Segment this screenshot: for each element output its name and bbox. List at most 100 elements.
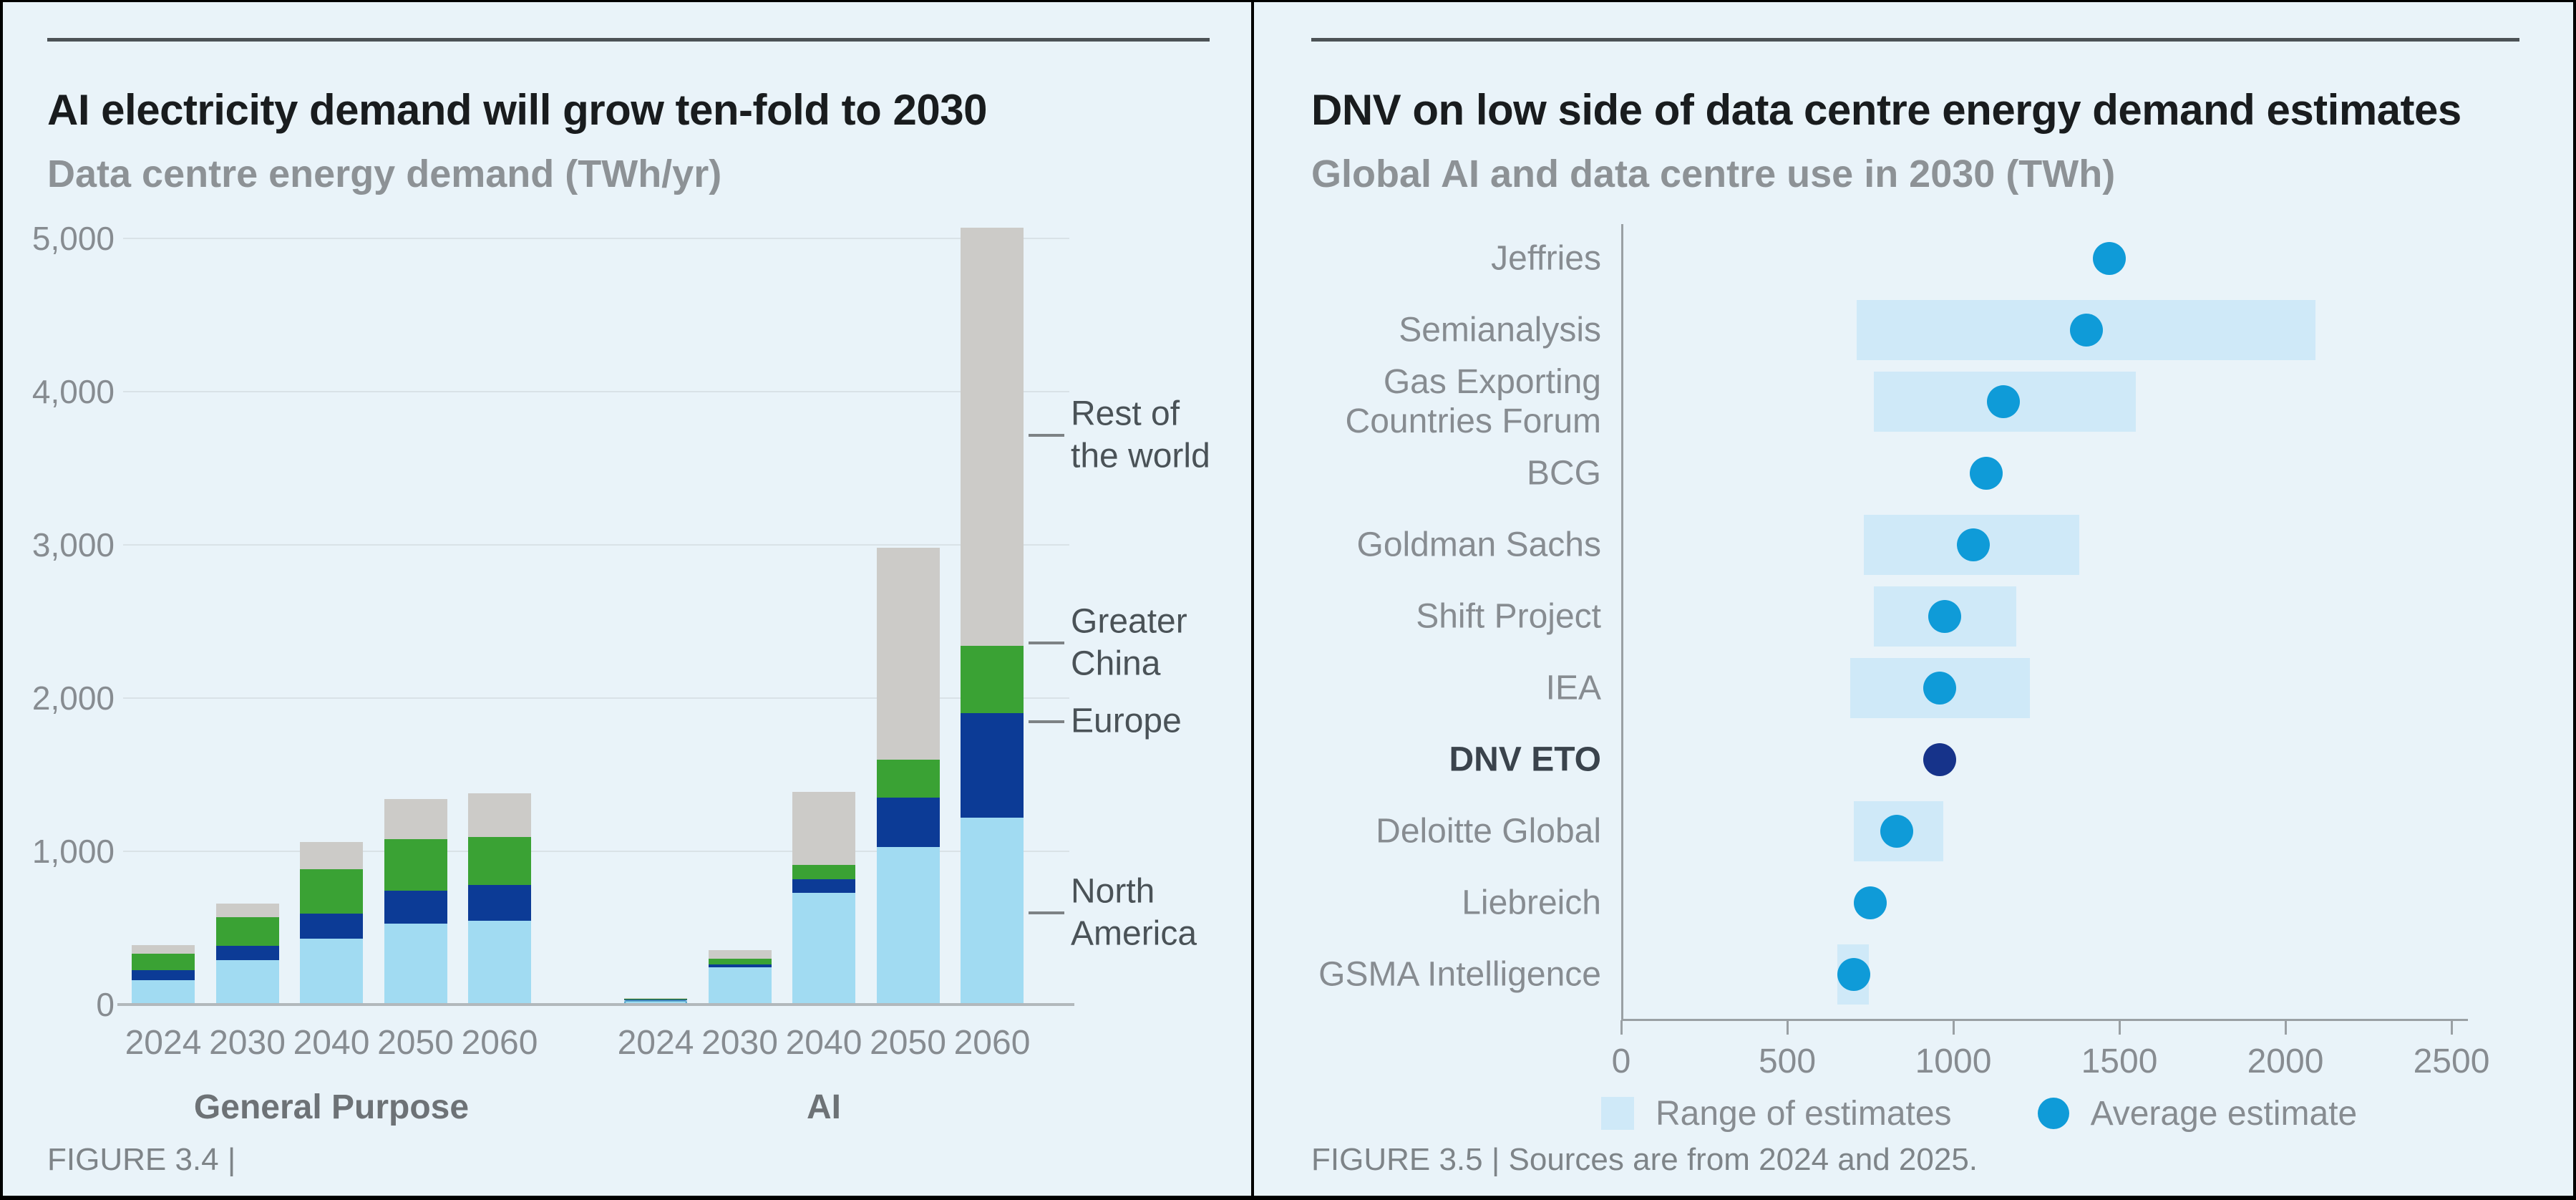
bar-segment-greater-china — [215, 917, 279, 946]
gridline — [123, 697, 1069, 699]
bar-segment-europe — [215, 945, 279, 960]
average-dot — [1923, 672, 1957, 705]
average-dot — [1970, 457, 2003, 490]
legend-leader-line — [1029, 720, 1064, 723]
bar-segment-rest-of-the-world — [624, 998, 687, 1000]
bar-segment-rest-of-the-world — [132, 944, 195, 954]
x-axis-line — [1621, 1019, 2468, 1021]
x-axis-tick-label: 2500 — [2413, 1042, 2490, 1080]
bar-segment-north-america — [132, 979, 195, 1005]
bar-segment-rest-of-the-world — [876, 548, 940, 760]
bar-segment-rest-of-the-world — [215, 903, 279, 917]
legend-leader-line — [1029, 642, 1064, 644]
row-label-deloitte-global: Deloitte Global — [1376, 812, 1601, 851]
row-label-shift-project: Shift Project — [1416, 597, 1601, 636]
row-label-bcg: BCG — [1526, 454, 1601, 493]
x-axis-tick — [1620, 1020, 1623, 1035]
stacked-bar-chart: 0 1,000 2,000 3,000 4,000 5,000 2024 2030 2040 20… — [3, 2, 1251, 1196]
average-dot — [1986, 385, 2020, 418]
average-dot — [1928, 600, 1962, 633]
bar-segment-north-america — [876, 846, 940, 1005]
x-axis-tick-label: 2000 — [2247, 1042, 2324, 1080]
x-axis-tick — [2285, 1020, 2287, 1035]
bar-segment-north-america — [792, 892, 855, 1005]
bar-segment-greater-china — [961, 646, 1024, 714]
bar-segment-rest-of-the-world — [300, 842, 363, 869]
group-label: AI — [807, 1088, 841, 1126]
row-label-gas-exporting-countries-forum: Gas Exporting Countries Forum — [1345, 362, 1601, 440]
x-axis-tick-label: 2050 — [377, 1024, 454, 1062]
bar-segment-europe — [876, 798, 940, 847]
row-label-liebreich: Liebreich — [1462, 884, 1601, 922]
chart-subtitle: Global AI and data centre use in 2030 (T… — [1311, 152, 2116, 195]
bar-segment-north-america — [708, 967, 772, 1005]
bar-segment-rest-of-the-world — [708, 950, 772, 959]
average-dot — [1956, 528, 1990, 561]
x-axis-tick-label: 500 — [1758, 1042, 1817, 1080]
bar-segment-greater-china — [876, 759, 940, 798]
figure-caption: FIGURE 3.5 | Sources are from 2024 and 2… — [1311, 1142, 1978, 1177]
gridline — [123, 851, 1069, 852]
y-axis-tick-label: 4,000 — [31, 373, 115, 410]
bar-segment-rest-of-the-world — [792, 791, 855, 866]
x-axis-tick-label: 2060 — [953, 1024, 1031, 1062]
bar-segment-europe — [468, 885, 531, 921]
chart-title: DNV on low side of data centre energy de… — [1311, 86, 2461, 135]
bar-segment-greater-china — [300, 868, 363, 914]
row-label-gsma-intelligence: GSMA Intelligence — [1318, 955, 1601, 994]
bar-segment-europe — [384, 890, 447, 924]
y-axis-line — [1621, 224, 1623, 1020]
bar-segment-europe — [792, 879, 855, 893]
gridline — [123, 238, 1069, 239]
y-axis-tick-label: 1,000 — [31, 833, 115, 870]
x-axis-tick — [1787, 1020, 1789, 1035]
bar-segment-north-america — [468, 921, 531, 1005]
bar-segment-north-america — [961, 817, 1024, 1005]
title-rule — [47, 38, 1210, 42]
bar-segment-greater-china — [384, 838, 447, 891]
x-axis-tick-label: 2060 — [461, 1024, 538, 1062]
x-axis-tick-label: 2024 — [617, 1024, 694, 1062]
x-axis-tick-label: 2040 — [293, 1024, 370, 1062]
legend-label-north-america: North America — [1071, 872, 1197, 952]
x-axis-line — [117, 1003, 1074, 1006]
legend-label: Average estimate — [2090, 1094, 2358, 1133]
range-swatch — [1601, 1097, 1634, 1130]
row-label-semianalysis: Semianalysis — [1399, 311, 1601, 349]
gridline — [123, 391, 1069, 392]
average-dot — [1854, 886, 1887, 919]
title-rule — [1311, 38, 2519, 42]
bar-segment-north-america — [215, 959, 279, 1005]
chart-title: AI electricity demand will grow ten-fold… — [47, 86, 987, 135]
bar-segment-rest-of-the-world — [384, 799, 447, 839]
x-axis-tick — [2451, 1020, 2453, 1035]
y-axis-tick-label: 5,000 — [31, 220, 115, 257]
x-axis-tick-label: 2030 — [701, 1024, 778, 1062]
average-dot — [1923, 743, 1957, 776]
figure-caption: FIGURE 3.4 | — [47, 1142, 236, 1177]
average-dot — [1880, 815, 1914, 848]
panel-divider — [1251, 2, 1254, 1196]
bar-segment-europe — [132, 969, 195, 980]
bar-segment-north-america — [300, 938, 363, 1005]
x-axis-tick — [2119, 1020, 2121, 1035]
average-dot-swatch — [2037, 1098, 2069, 1129]
row-label-goldman-sachs: Goldman Sachs — [1356, 526, 1601, 564]
x-axis-tick-label: 2040 — [785, 1024, 862, 1062]
bar-segment-north-america — [384, 923, 447, 1005]
bar-segment-greater-china — [624, 999, 687, 1000]
legend-label-rest-of-the-world: Rest of the world — [1071, 395, 1210, 475]
panel-figure-3-4: AI electricity demand will grow ten-fold… — [3, 2, 1251, 1196]
legend-label-europe: Europe — [1071, 702, 1182, 740]
x-axis-tick-label: 1500 — [2081, 1042, 2158, 1080]
x-axis-tick-label: 0 — [1611, 1042, 1631, 1080]
bar-segment-europe — [961, 713, 1024, 818]
bar-segment-rest-of-the-world — [468, 793, 531, 837]
bar-segment-greater-china — [468, 836, 531, 886]
chart-subtitle: Data centre energy demand (TWh/yr) — [47, 152, 722, 195]
bar-segment-europe — [300, 913, 363, 939]
x-axis-tick-label: 2030 — [209, 1024, 286, 1062]
legend-leader-line — [1029, 434, 1064, 437]
average-dot — [1837, 958, 1870, 991]
row-label-jeffries: Jeffries — [1491, 239, 1601, 278]
